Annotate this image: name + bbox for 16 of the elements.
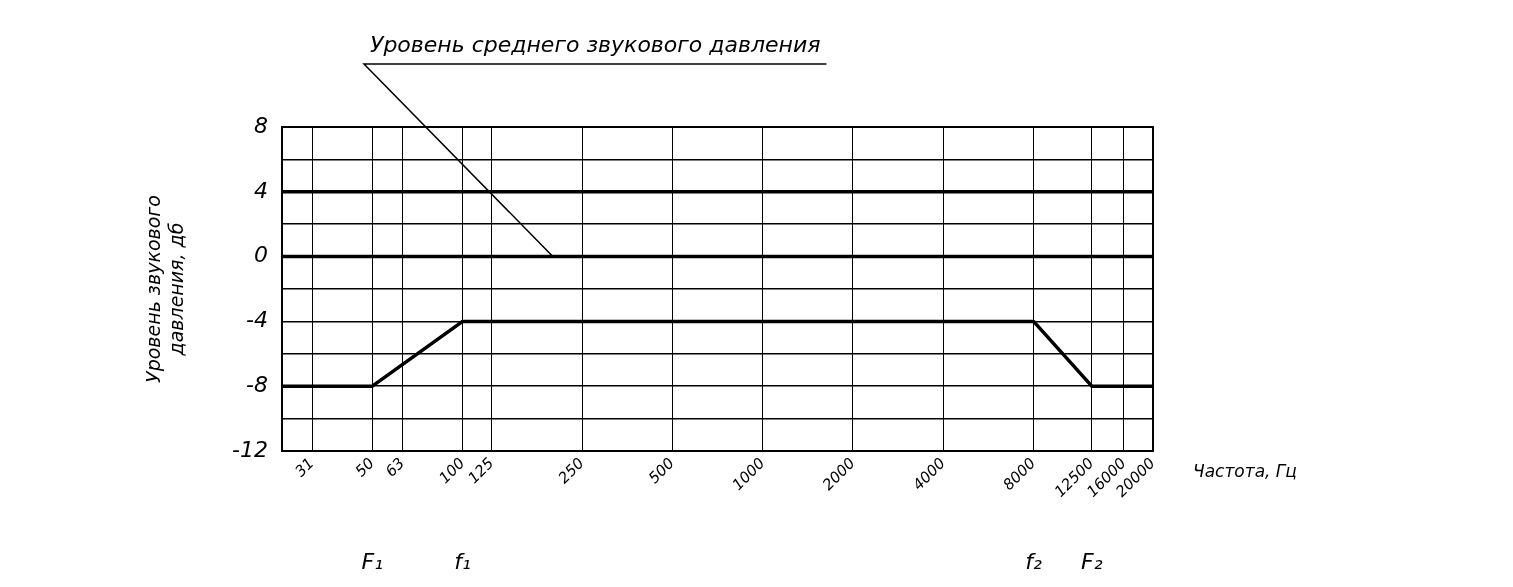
y-axis-title: Уровень звукового давления, дб: [142, 195, 188, 383]
x-tick-label: 31: [291, 454, 318, 481]
x-axis-title: Частота, Гц: [1193, 461, 1297, 482]
y-tick-label: -8: [246, 371, 268, 397]
y-tick-label: -12: [232, 436, 268, 462]
text: f₁: [454, 548, 471, 574]
x-tick-label: 50: [351, 454, 378, 481]
x-tick-label: 63: [381, 454, 409, 481]
y-tick-label: -4: [246, 307, 268, 333]
y-tick-label: 0: [254, 242, 268, 268]
text: F₂: [1081, 548, 1103, 574]
text: f₂: [1025, 548, 1043, 574]
y-tick-label: 8: [254, 112, 268, 138]
y-tick-label: 4: [254, 177, 268, 203]
annotation: Уровень среднего звукового давления: [370, 32, 821, 57]
text: F₁: [361, 548, 384, 574]
